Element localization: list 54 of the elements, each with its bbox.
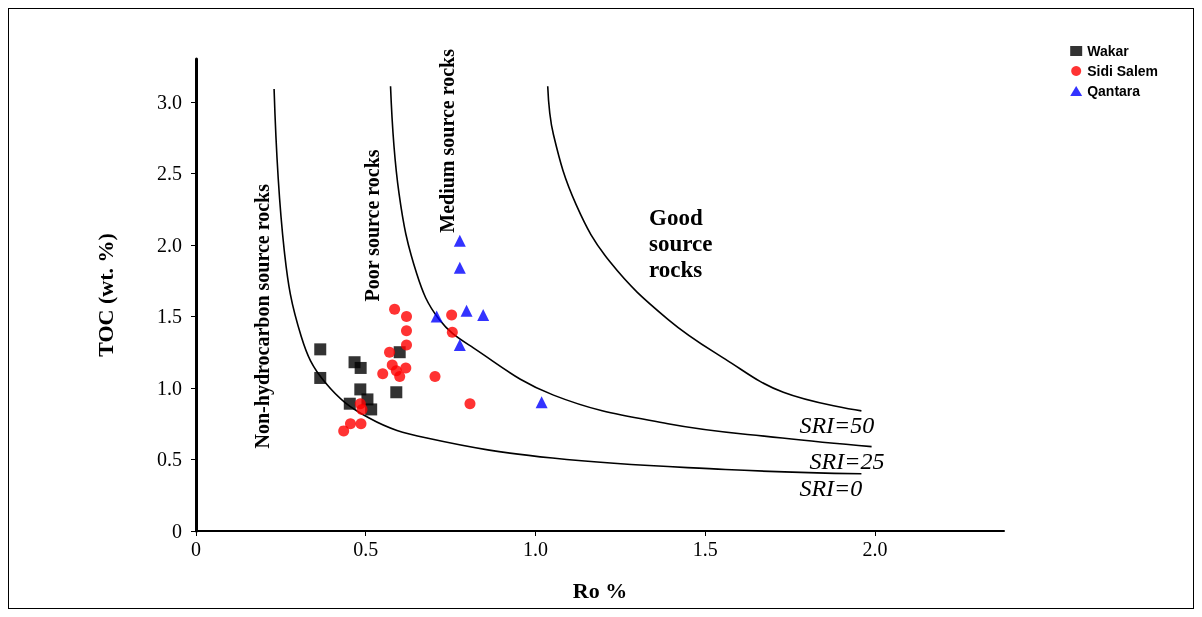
legend-label: Qantara bbox=[1087, 83, 1141, 99]
x-axis-title: Ro % bbox=[572, 577, 628, 603]
point bbox=[384, 346, 396, 358]
series-label: SRI=50 bbox=[799, 411, 875, 438]
point bbox=[401, 310, 412, 322]
point bbox=[401, 325, 412, 337]
x-tick-label: 1.0 bbox=[523, 538, 548, 560]
point bbox=[389, 303, 401, 315]
point bbox=[314, 343, 327, 356]
point bbox=[343, 397, 356, 410]
y-tick-label: 2.5 bbox=[157, 162, 182, 185]
y-tick-label: 2.0 bbox=[157, 233, 182, 256]
annotation: Non-hydrocarbon source rocks bbox=[251, 183, 274, 449]
point bbox=[453, 234, 466, 247]
legend-label: Wakar bbox=[1087, 43, 1130, 59]
y-tick-label: 0.5 bbox=[157, 448, 182, 471]
point bbox=[344, 418, 356, 430]
y-tick-label: 3.0 bbox=[157, 90, 182, 113]
line-series bbox=[546, 85, 863, 412]
annotation: Medium source rocks bbox=[436, 48, 458, 233]
annotation: Poor source rocks bbox=[361, 149, 383, 302]
y-axis-title: TOC (wt. %) bbox=[92, 233, 118, 357]
series-label: SRI=0 bbox=[799, 474, 863, 501]
point bbox=[453, 261, 466, 274]
point bbox=[354, 383, 367, 396]
x-tick-label: 1.5 bbox=[692, 538, 718, 560]
series-label: SRI=25 bbox=[809, 447, 885, 474]
y-tick-label: 1.5 bbox=[157, 305, 182, 328]
x-tick-label: 0.5 bbox=[353, 538, 379, 560]
point bbox=[464, 398, 476, 410]
point bbox=[460, 304, 473, 317]
point bbox=[429, 371, 441, 383]
point bbox=[430, 310, 443, 323]
point bbox=[314, 371, 327, 384]
y-tick-label: 0 bbox=[172, 520, 182, 542]
point bbox=[390, 365, 402, 377]
point bbox=[401, 339, 412, 351]
point bbox=[535, 396, 548, 409]
point bbox=[446, 326, 458, 338]
legend-label: Sidi Salem bbox=[1087, 63, 1159, 79]
point bbox=[477, 309, 490, 322]
point bbox=[453, 339, 466, 352]
x-tick-label: 0 bbox=[191, 538, 201, 560]
point bbox=[390, 386, 403, 399]
x-tick-label: 2.0 bbox=[862, 538, 888, 560]
point bbox=[354, 361, 367, 374]
point bbox=[355, 418, 367, 430]
annotation: Good source rocks bbox=[649, 204, 713, 282]
point bbox=[446, 309, 458, 321]
point bbox=[356, 403, 368, 415]
y-tick-label: 1.0 bbox=[157, 376, 182, 399]
point bbox=[338, 425, 350, 437]
point bbox=[377, 368, 389, 380]
point bbox=[400, 362, 412, 374]
